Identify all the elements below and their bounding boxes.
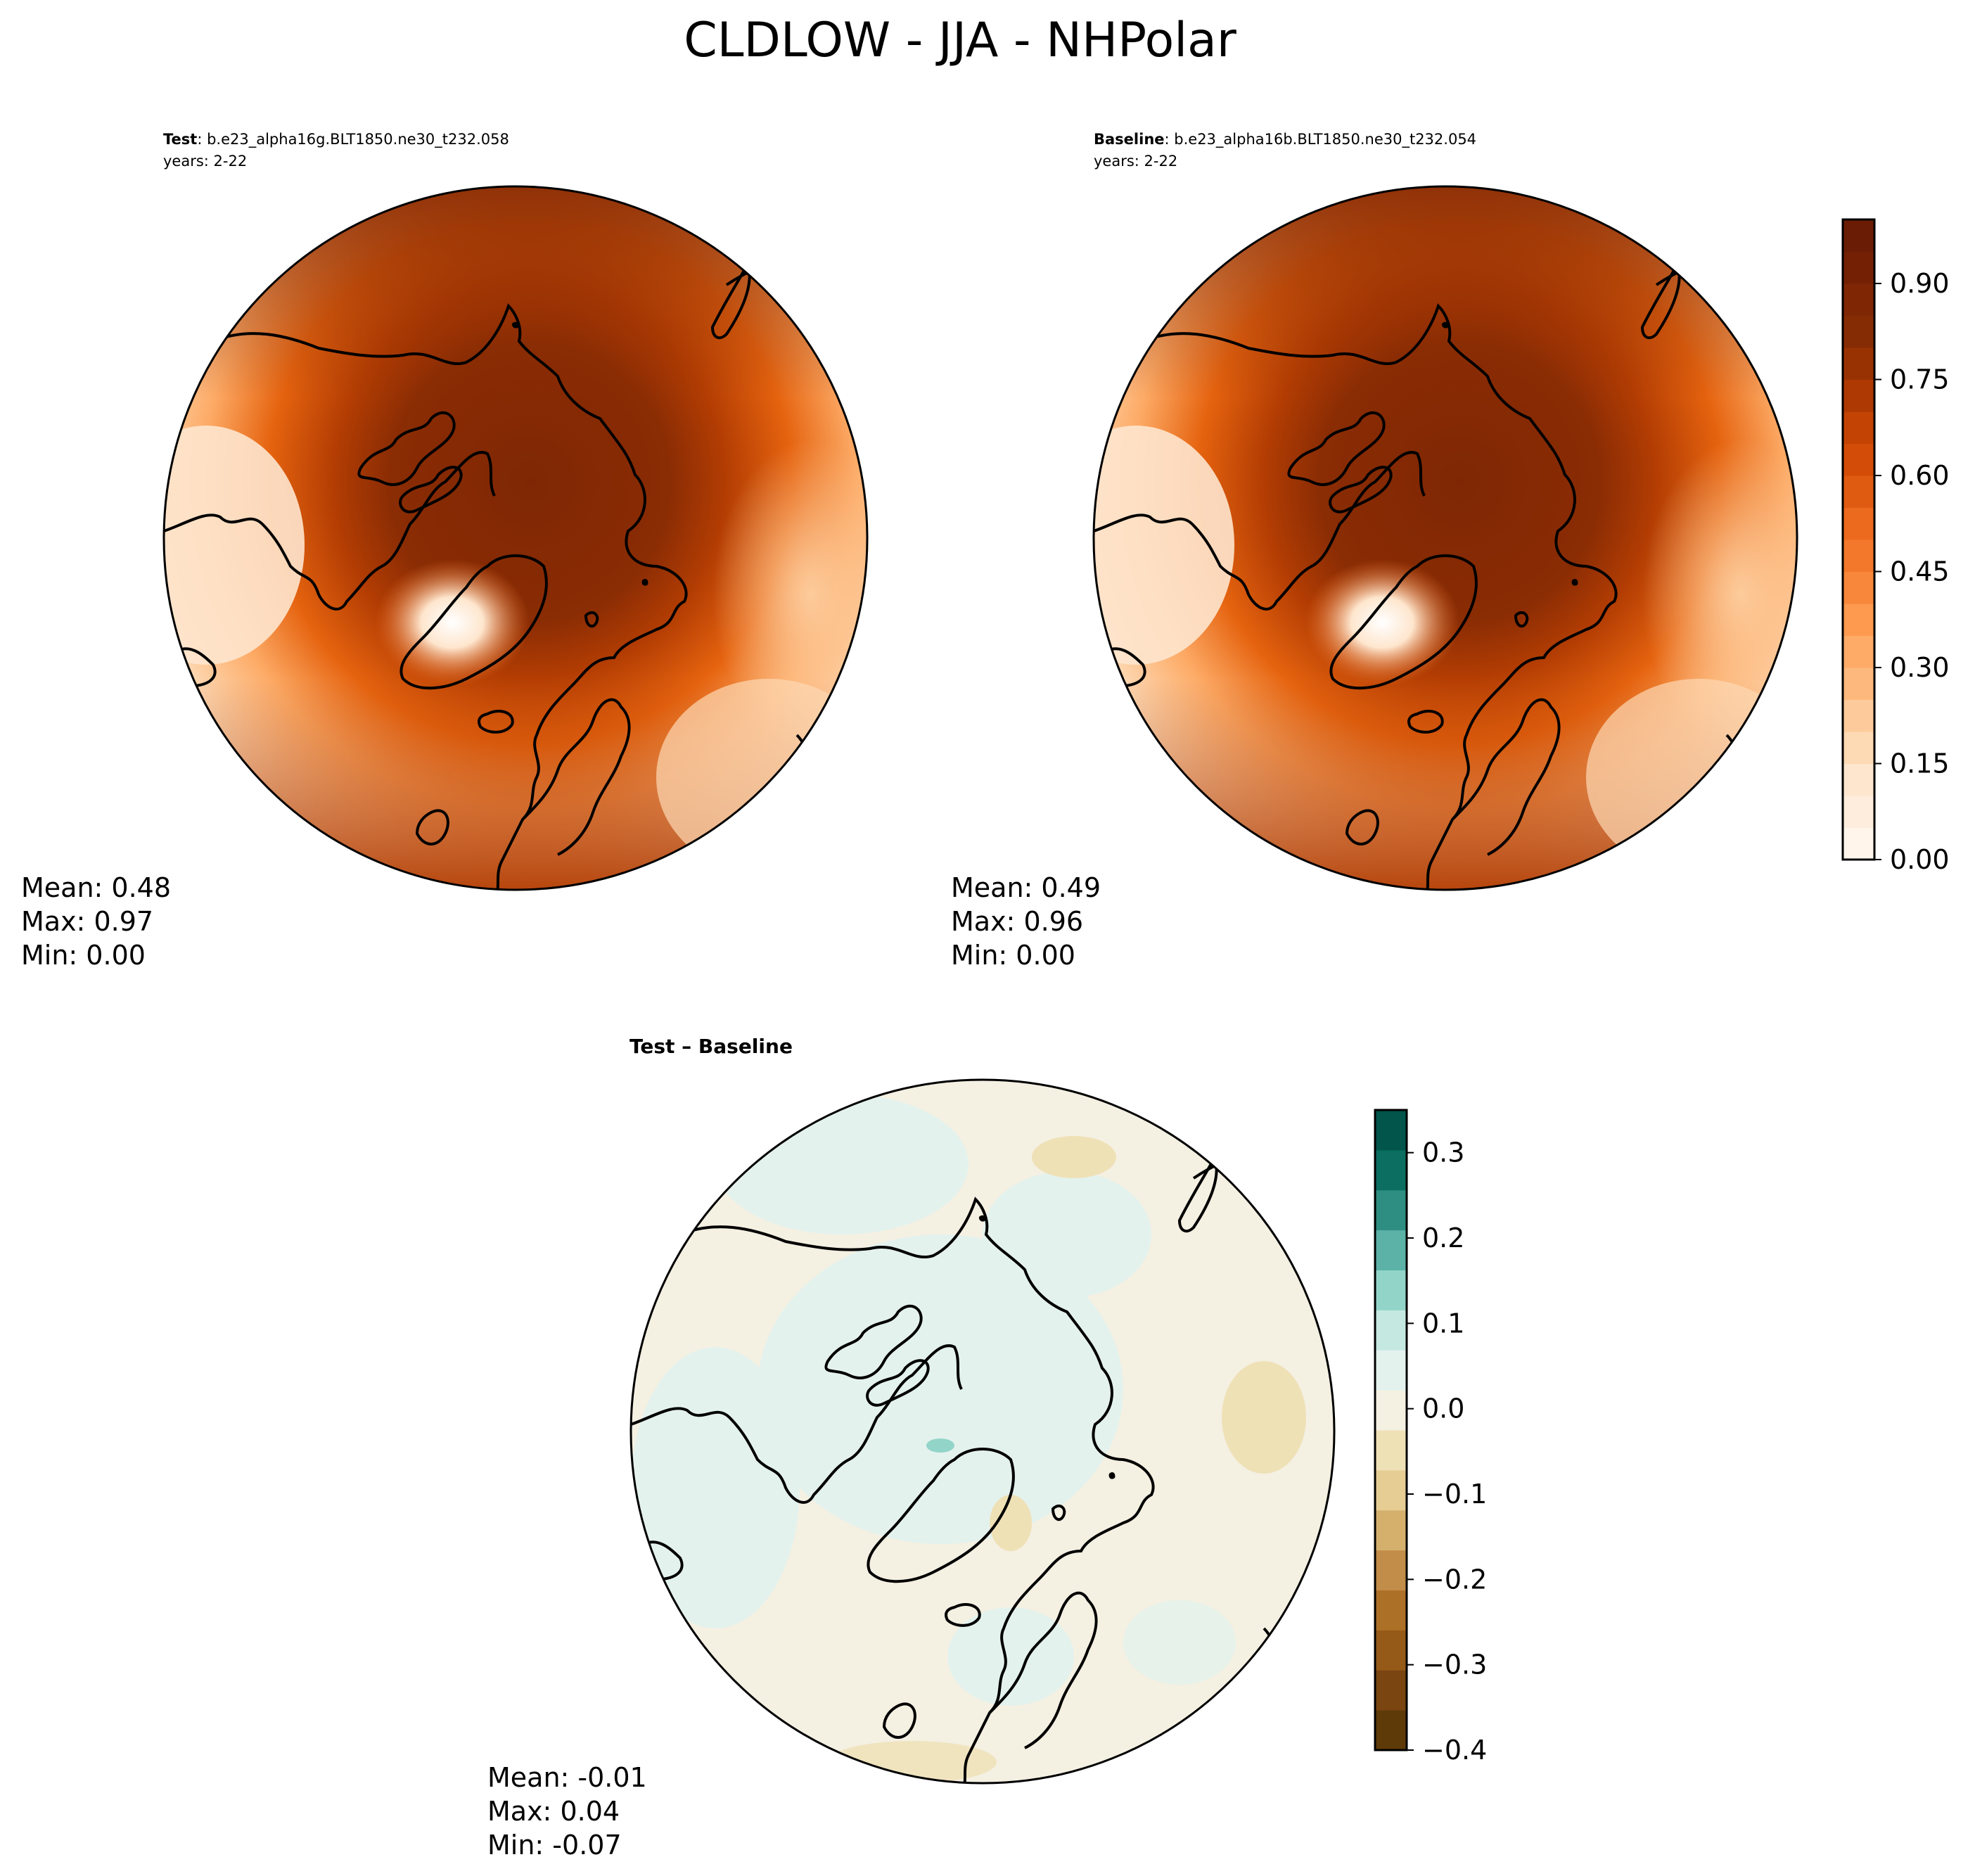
- colorbar-difference-swatch: [1375, 1469, 1407, 1511]
- colorbar-cloud-fraction-swatch: [1843, 347, 1874, 380]
- colorbar-cloud-fraction-tick-label: 0.15: [1890, 748, 1950, 779]
- difference-panel: Test – Baseline Mean: -0.01: [487, 1035, 1336, 1861]
- test-max: Max: 0.97: [21, 906, 153, 937]
- colorbar-cloud-fraction-swatch: [1843, 507, 1874, 540]
- baseline-max: Max: 0.96: [951, 906, 1083, 937]
- colorbar-cloud-fraction-swatch: [1843, 827, 1874, 860]
- colorbar-cloud-fraction-swatch: [1843, 283, 1874, 316]
- test-map: [162, 185, 869, 891]
- colorbar-difference-swatch: [1375, 1110, 1407, 1151]
- colorbar-cloud-fraction-frame: [1841, 218, 1876, 861]
- figure-title: CLDLOW - JJA - NHPolar: [684, 13, 1236, 68]
- colorbar-difference-swatch: [1375, 1390, 1407, 1431]
- colorbar-difference-swatch: [1375, 1710, 1407, 1751]
- colorbar-cloud-fraction-swatch: [1843, 796, 1874, 828]
- colorbar-difference-swatch: [1375, 1430, 1407, 1471]
- colorbar-cloud-fraction-swatch: [1843, 699, 1874, 732]
- colorbar-cloud-fraction-swatch: [1843, 763, 1874, 796]
- baseline-title-bold: Baseline: [1094, 131, 1165, 148]
- colorbar-difference-swatch: [1375, 1510, 1407, 1551]
- colorbar-cloud-fraction-swatch: [1843, 443, 1874, 476]
- colorbar-cloud-fraction-swatch: [1843, 604, 1874, 636]
- colorbar-difference-tick-label: 0.0: [1422, 1393, 1464, 1424]
- colorbar-difference-tick-label: −0.1: [1422, 1479, 1487, 1510]
- baseline-mean: Mean: 0.49: [951, 872, 1101, 903]
- test-title: Test: b.e23_alpha16g.BLT1850.ne30_t232.0…: [163, 131, 509, 148]
- colorbar-cloud-fraction-swatch: [1843, 732, 1874, 764]
- baseline-min: Min: 0.00: [951, 940, 1075, 971]
- colorbar-cloud-fraction-swatch: [1843, 411, 1874, 444]
- colorbar-difference-swatch: [1375, 1670, 1407, 1711]
- colorbar-cloud-fraction-tick-label: 0.00: [1890, 844, 1950, 875]
- colorbar-cloud-fraction-tick-label: 0.90: [1890, 268, 1950, 299]
- colorbar-difference-swatch: [1375, 1630, 1407, 1671]
- colorbar-difference-swatch: [1375, 1270, 1407, 1310]
- colorbar-cloud-fraction-tick-label: 0.60: [1890, 460, 1950, 491]
- colorbar-cloud-fraction-swatch: [1843, 540, 1874, 572]
- colorbar-difference-swatch: [1375, 1350, 1407, 1391]
- colorbar-difference-swatch: [1375, 1550, 1407, 1590]
- baseline-panel: Baseline: b.e23_alpha16b.BLT1850.ne30_t2…: [951, 131, 1798, 971]
- colorbar-difference-swatch: [1375, 1149, 1407, 1191]
- colorbar-cloud-fraction: 0.00 0.15 0.30 0.45 0.60 0.75 0.90: [1841, 218, 1950, 875]
- colorbar-difference-swatch: [1375, 1310, 1407, 1351]
- baseline-title: Baseline: b.e23_alpha16b.BLT1850.ne30_t2…: [1094, 131, 1476, 148]
- difference-max: Max: 0.04: [487, 1796, 620, 1827]
- colorbar-cloud-fraction-swatch: [1843, 315, 1874, 348]
- difference-title: Test – Baseline: [629, 1035, 793, 1058]
- colorbar-cloud-fraction-swatch: [1843, 571, 1874, 604]
- colorbar-cloud-fraction-tick-label: 0.30: [1890, 652, 1950, 683]
- colorbar-cloud-fraction-tick-label: 0.75: [1890, 364, 1950, 395]
- colorbar-difference-tick-label: 0.1: [1422, 1308, 1464, 1339]
- baseline-title-rest: : b.e23_alpha16b.BLT1850.ne30_t232.054: [1165, 131, 1477, 148]
- difference-min: Min: -0.07: [487, 1830, 622, 1861]
- colorbar-difference: −0.4 −0.3 −0.2 −0.1 0.0 0.1 0.2 0.3: [1374, 1109, 1487, 1766]
- colorbar-difference-tick-label: −0.3: [1422, 1650, 1487, 1680]
- colorbar-difference-swatch: [1375, 1189, 1407, 1231]
- colorbar-cloud-fraction-swatch: [1843, 476, 1874, 508]
- test-mean: Mean: 0.48: [21, 872, 171, 903]
- colorbar-cloud-fraction-swatch: [1843, 379, 1874, 412]
- colorbar-difference-frame: [1374, 1109, 1408, 1751]
- colorbar-difference-tick-label: 0.3: [1422, 1137, 1464, 1168]
- test-min: Min: 0.00: [21, 940, 146, 971]
- baseline-subtitle: years: 2-22: [1094, 153, 1177, 170]
- test-subtitle: years: 2-22: [163, 153, 247, 170]
- colorbar-difference-swatch: [1375, 1590, 1407, 1631]
- colorbar-difference-tick-label: 0.2: [1422, 1223, 1464, 1253]
- colorbar-cloud-fraction-tick-label: 0.45: [1890, 556, 1950, 587]
- colorbar-cloud-fraction-swatch: [1843, 668, 1874, 700]
- colorbar-cloud-fraction-swatch: [1843, 219, 1874, 252]
- test-title-rest: : b.e23_alpha16g.BLT1850.ne30_t232.058: [197, 131, 509, 148]
- colorbar-cloud-fraction-swatch: [1843, 251, 1874, 284]
- baseline-map: [1092, 185, 1798, 891]
- colorbar-difference-tick-label: −0.2: [1422, 1564, 1487, 1595]
- difference-map: [629, 1078, 1336, 1785]
- test-title-bold: Test: [163, 131, 197, 148]
- colorbar-difference-swatch: [1375, 1230, 1407, 1270]
- difference-mean: Mean: -0.01: [487, 1762, 647, 1793]
- colorbar-difference-tick-label: −0.4: [1422, 1735, 1487, 1766]
- test-panel: Test: b.e23_alpha16g.BLT1850.ne30_t232.0…: [21, 131, 869, 971]
- colorbar-cloud-fraction-swatch: [1843, 635, 1874, 668]
